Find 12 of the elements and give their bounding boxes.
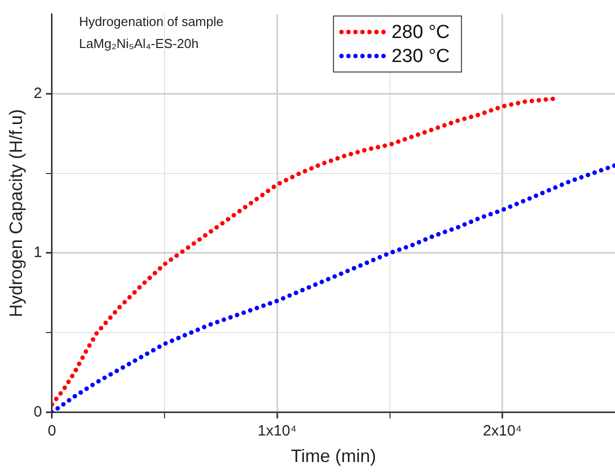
x-axis-title: Time (min) <box>290 446 376 466</box>
annotation: LaMg₂Ni₅Al₄-ES-20h <box>78 36 199 52</box>
y-tick-label: 1 <box>34 244 42 262</box>
y-tick-label: 0 <box>34 404 42 421</box>
x-tick-label: 0 <box>48 422 56 440</box>
y-axis-title: Hydrogen Capacity (H/f.u) <box>6 109 26 318</box>
legend-label: 230 °C <box>391 46 450 68</box>
x-tick-label: 1x10⁴ <box>258 422 297 440</box>
legend-label: 280 °C <box>391 22 450 44</box>
y-tick-label: 2 <box>34 84 42 102</box>
x-tick-label: 2x10⁴ <box>482 422 522 440</box>
annotation: Hydrogenation of sample <box>78 14 224 30</box>
